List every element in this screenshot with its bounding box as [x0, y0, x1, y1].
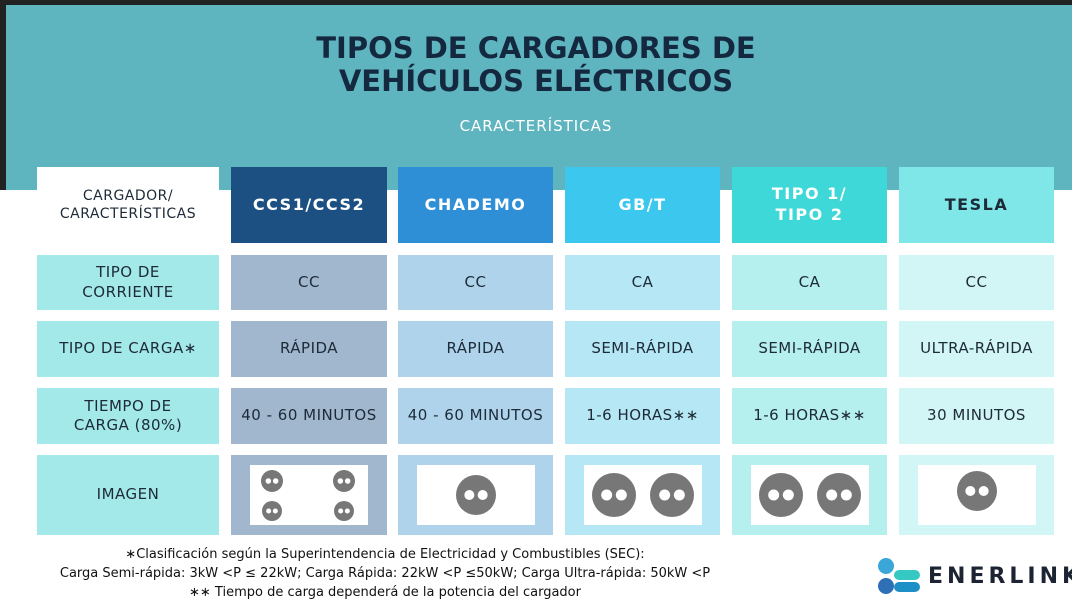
connector-image [917, 465, 1036, 525]
table-cell: CC [398, 255, 553, 310]
column-header: GB/T [565, 167, 720, 243]
table-cell: SEMI-RÁPIDA [732, 321, 887, 377]
connector-image [416, 465, 535, 525]
note: Carga Semi-rápida: 3kW <P ≤ 22kW; Carga … [59, 566, 711, 581]
logo-icon [878, 558, 920, 594]
subtitle: CARACTERÍSTICAS [459, 117, 613, 135]
corner-header: CARGADOR/ CARACTERÍSTICAS [37, 167, 219, 243]
logo-text: ENERLINK [928, 564, 1072, 589]
row-header: TIEMPO DE CARGA (80%) [37, 388, 219, 444]
row-header: TIPO DE CORRIENTE [37, 255, 219, 310]
title: TIPOS DE CARGADORES DE VEHÍCULOS ELÉCTRI… [0, 32, 1072, 98]
table-cell: CC [231, 255, 387, 310]
column-header: CCS1/CCS2 [231, 167, 387, 243]
table-cell: ULTRA-RÁPIDA [899, 321, 1054, 377]
table-cell [732, 455, 887, 535]
connector-image [750, 465, 869, 525]
note: ∗∗ Tiempo de carga dependerá de la poten… [189, 585, 581, 600]
table-cell: 40 - 60 MINUTOS [231, 388, 387, 444]
table-cell: RÁPIDA [398, 321, 553, 377]
title-line: TIPOS DE CARGADORES DE [316, 31, 756, 65]
table-cell: 1-6 HORAS∗∗ [565, 388, 720, 444]
column-header: TESLA [899, 167, 1054, 243]
connector-image [583, 465, 702, 525]
column-header: TIPO 1/ TIPO 2 [732, 167, 887, 243]
table-cell: CA [565, 255, 720, 310]
title-line: VEHÍCULOS ELÉCTRICOS [338, 64, 734, 98]
row-header: IMAGEN [37, 455, 219, 535]
table-cell: 40 - 60 MINUTOS [398, 388, 553, 444]
table-cell [231, 455, 387, 535]
header-band [0, 0, 1072, 190]
table-cell: 30 MINUTOS [899, 388, 1054, 444]
connector-image [250, 465, 368, 525]
table-cell [398, 455, 553, 535]
table-cell [899, 455, 1054, 535]
table-cell: 1-6 HORAS∗∗ [732, 388, 887, 444]
table-cell: CC [899, 255, 1054, 310]
table-cell: RÁPIDA [231, 321, 387, 377]
table-cell: SEMI-RÁPIDA [565, 321, 720, 377]
table-cell: CA [732, 255, 887, 310]
column-header: CHADEMO [398, 167, 553, 243]
row-header: TIPO DE CARGA∗ [37, 321, 219, 377]
table-cell [565, 455, 720, 535]
note: ∗Clasificación según la Superintendencia… [125, 547, 645, 562]
